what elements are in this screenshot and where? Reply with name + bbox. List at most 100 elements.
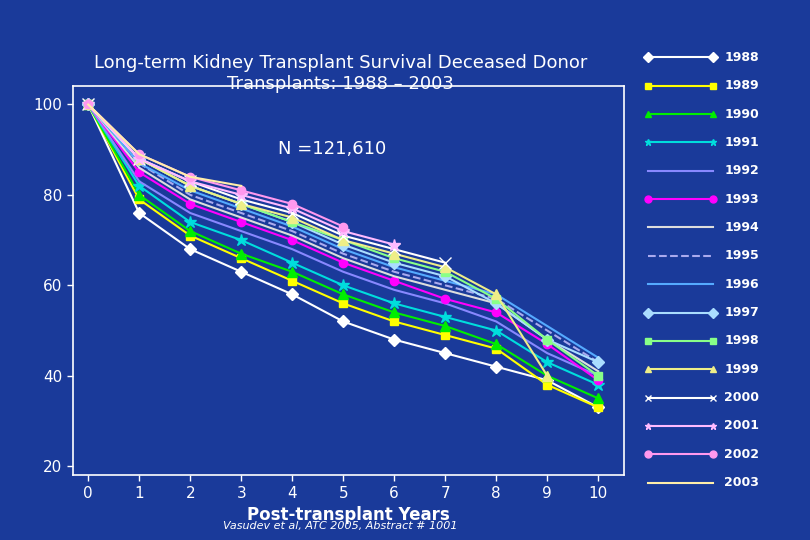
Line: 1996: 1996: [88, 104, 599, 357]
1994: [237, 214, 246, 221]
1989: [543, 382, 552, 388]
1993: [237, 219, 246, 225]
1997: [237, 201, 246, 207]
2003: [134, 151, 144, 158]
1996: [594, 354, 603, 361]
1996: [288, 224, 297, 230]
2001: [288, 205, 297, 212]
2000: [83, 101, 93, 107]
1992: [594, 373, 603, 379]
1991: [492, 327, 501, 334]
2002: [237, 187, 246, 194]
1995: [441, 282, 450, 288]
Text: 1989: 1989: [724, 79, 759, 92]
1993: [594, 377, 603, 383]
1992: [441, 300, 450, 307]
1990: [441, 323, 450, 329]
2001: [134, 156, 144, 162]
1988: [83, 101, 93, 107]
1990: [134, 192, 144, 198]
1989: [83, 101, 93, 107]
Text: 1996: 1996: [724, 278, 759, 291]
1989: [134, 196, 144, 202]
2003: [185, 173, 195, 180]
2000: [441, 260, 450, 266]
1989: [390, 318, 399, 325]
1998: [134, 156, 144, 162]
1994: [134, 165, 144, 171]
Text: 1999: 1999: [724, 363, 759, 376]
1998: [594, 373, 603, 379]
1996: [390, 264, 399, 271]
1997: [185, 183, 195, 189]
Text: 1998: 1998: [724, 334, 759, 347]
1988: [288, 291, 297, 298]
1992: [339, 268, 348, 275]
1990: [339, 291, 348, 298]
1991: [594, 382, 603, 388]
Line: 1989: 1989: [84, 100, 603, 411]
1993: [543, 341, 552, 347]
1994: [492, 300, 501, 307]
Line: 2002: 2002: [84, 100, 347, 231]
Line: 1995: 1995: [88, 104, 599, 362]
1991: [339, 282, 348, 288]
1990: [83, 101, 93, 107]
1988: [543, 377, 552, 383]
Line: 1993: 1993: [84, 100, 603, 384]
1992: [543, 350, 552, 356]
1997: [390, 260, 399, 266]
1993: [185, 201, 195, 207]
1992: [390, 287, 399, 293]
1996: [134, 160, 144, 166]
1990: [288, 268, 297, 275]
1998: [492, 295, 501, 302]
1988: [237, 268, 246, 275]
2002: [83, 101, 93, 107]
1996: [492, 291, 501, 298]
1988: [185, 246, 195, 252]
1988: [492, 363, 501, 370]
2003: [83, 101, 93, 107]
1994: [441, 287, 450, 293]
1997: [441, 273, 450, 280]
1988: [390, 336, 399, 343]
1995: [339, 251, 348, 257]
1991: [83, 101, 93, 107]
Text: 1988: 1988: [724, 51, 759, 64]
1989: [492, 346, 501, 352]
1989: [237, 255, 246, 261]
1994: [339, 255, 348, 261]
1995: [594, 359, 603, 366]
2003: [237, 183, 246, 189]
2002: [288, 201, 297, 207]
1999: [83, 101, 93, 107]
1999: [288, 214, 297, 221]
1999: [492, 291, 501, 298]
Text: Vasudev et al, ATC 2005, Abstract # 1001: Vasudev et al, ATC 2005, Abstract # 1001: [223, 521, 458, 531]
1994: [543, 336, 552, 343]
2000: [134, 156, 144, 162]
Line: 1999: 1999: [83, 99, 552, 381]
1993: [441, 295, 450, 302]
2002: [134, 151, 144, 158]
1993: [492, 309, 501, 316]
1997: [492, 300, 501, 307]
1999: [185, 183, 195, 189]
2002: [339, 224, 348, 230]
2001: [83, 101, 93, 107]
Text: 2003: 2003: [724, 476, 759, 489]
1994: [83, 101, 93, 107]
Line: 1992: 1992: [88, 104, 599, 376]
1988: [134, 210, 144, 216]
1997: [543, 336, 552, 343]
1991: [185, 219, 195, 225]
Text: 1991: 1991: [724, 136, 759, 149]
Text: 1993: 1993: [724, 193, 759, 206]
1998: [441, 268, 450, 275]
1994: [594, 368, 603, 374]
1999: [237, 201, 246, 207]
1998: [237, 201, 246, 207]
1990: [492, 341, 501, 347]
1995: [288, 228, 297, 234]
